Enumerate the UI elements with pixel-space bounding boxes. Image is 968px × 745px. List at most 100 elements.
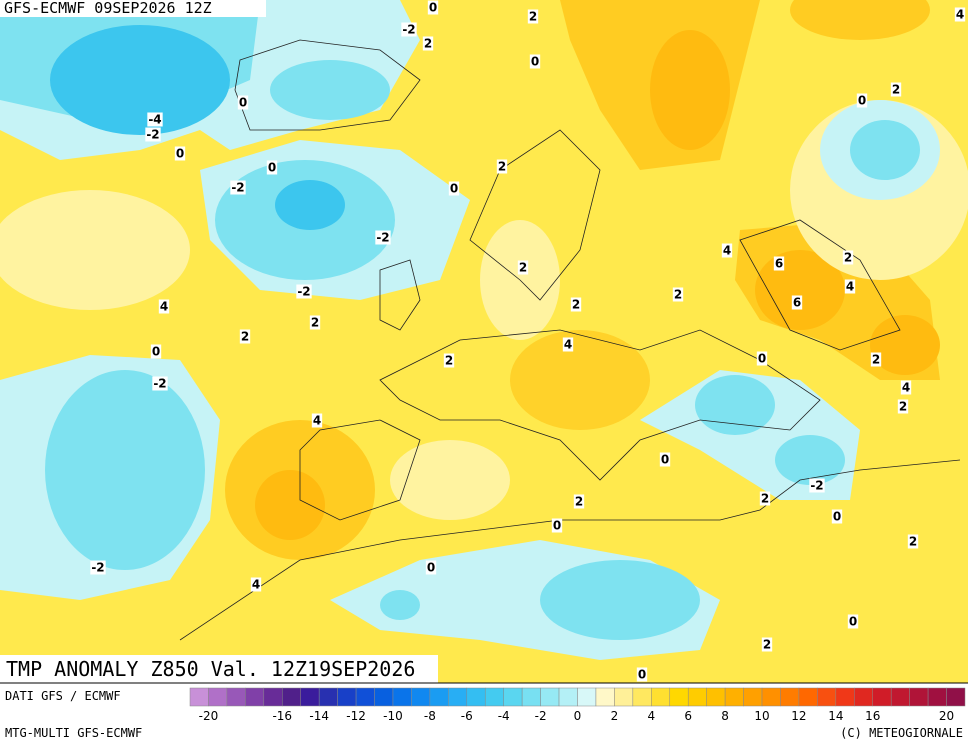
colorbar-label: 4 xyxy=(647,709,655,723)
colorbar-swatch xyxy=(263,687,283,707)
contour-label: 2 xyxy=(763,638,771,652)
contour-label: 0 xyxy=(833,510,841,524)
label-box xyxy=(527,9,539,24)
colorbar-swatch xyxy=(669,687,689,707)
colorbar-swatch xyxy=(282,687,301,707)
label-box xyxy=(529,54,541,69)
colorbar-swatch xyxy=(595,687,615,707)
label-box xyxy=(401,22,417,37)
colorbar-swatch xyxy=(706,687,726,707)
colorbar-swatch xyxy=(927,687,947,707)
colorbar-swatch xyxy=(909,687,929,707)
colorbar-swatch xyxy=(835,687,855,707)
contour-label: 0 xyxy=(268,161,276,175)
colorbar-swatch xyxy=(355,687,375,707)
label-box xyxy=(425,560,437,575)
contour-label: -4 xyxy=(148,113,161,127)
contour-label: 2 xyxy=(424,37,432,51)
contour-label: 0 xyxy=(429,1,437,15)
colorbar-label: -12 xyxy=(346,709,366,723)
header-title: GFS-ECMWF 09SEP2026 12Z xyxy=(4,0,212,17)
label-box xyxy=(375,230,391,245)
contour-label: 0 xyxy=(638,668,646,682)
label-box xyxy=(311,413,323,428)
colorbar-swatch xyxy=(374,687,394,707)
contour-label: 0 xyxy=(849,615,857,629)
contour-label: 2 xyxy=(844,251,852,265)
contour-label: 2 xyxy=(899,400,907,414)
colorbar-label: 16 xyxy=(865,709,880,723)
colorbar: -20 -16 -14 -12 -10 -8 -6 -4 -2 0 2 4 6 8 10 12 14 16 20 xyxy=(189,687,966,723)
colorbar-label: -6 xyxy=(461,709,473,723)
contour-label: 2 xyxy=(761,492,769,506)
colorbar-label: -4 xyxy=(498,709,510,723)
contour-label: 0 xyxy=(450,182,458,196)
contour-label: 2 xyxy=(575,495,583,509)
contour-label: 2 xyxy=(519,261,527,275)
contour-label: 0 xyxy=(758,352,766,366)
label-box xyxy=(309,315,321,330)
label-box xyxy=(90,560,106,575)
colorbar-swatch xyxy=(429,687,449,707)
colorbar-swatch xyxy=(300,687,320,707)
label-box xyxy=(237,95,249,110)
label-box xyxy=(890,82,902,97)
colorbar-swatch xyxy=(521,687,541,707)
footer-copyright: (C) METEOGIORNALE xyxy=(840,726,963,740)
colorbar-label: -2 xyxy=(535,709,547,723)
contour-label: 2 xyxy=(311,316,319,330)
contour-label: 4 xyxy=(846,280,854,294)
label-box xyxy=(517,260,529,275)
label-box xyxy=(551,518,563,533)
contour-label: 0 xyxy=(858,94,866,108)
colorbar-label: -20 xyxy=(199,709,219,723)
footer-source: DATI GFS / ECMWF xyxy=(5,689,121,703)
colorbar-label: 10 xyxy=(754,709,769,723)
contour-label: 2 xyxy=(892,83,900,97)
contour-label: 2 xyxy=(529,10,537,24)
colorbar-label: 12 xyxy=(791,709,806,723)
colorbar-swatch xyxy=(854,687,873,707)
contour-label: 2 xyxy=(445,354,453,368)
label-box xyxy=(296,284,312,299)
contour-label: 2 xyxy=(572,298,580,312)
colorbar-swatch xyxy=(798,687,818,707)
label-box xyxy=(496,159,508,174)
contour-label: -2 xyxy=(231,181,244,195)
label-box xyxy=(150,344,162,359)
label-box xyxy=(756,351,768,366)
label-box xyxy=(422,36,434,51)
colorbar-swatch xyxy=(484,687,504,707)
colorbar-swatch xyxy=(614,687,634,707)
label-box xyxy=(266,160,278,175)
contour-label: -2 xyxy=(402,23,415,37)
contour-label: 2 xyxy=(674,288,682,302)
colorbar-label: -10 xyxy=(383,709,403,723)
label-box xyxy=(659,452,671,467)
coastlines xyxy=(179,39,961,641)
label-box xyxy=(900,380,912,395)
label-box xyxy=(847,614,859,629)
label-box xyxy=(809,478,825,493)
footer-model: MTG-MULTI GFS-ECMWF xyxy=(5,726,142,740)
colorbar-swatch xyxy=(651,687,671,707)
contour-label: 0 xyxy=(531,55,539,69)
label-box xyxy=(570,297,582,312)
colorbar-swatch xyxy=(946,687,966,707)
contour-label: 2 xyxy=(872,353,880,367)
label-box xyxy=(573,494,585,509)
colorbar-swatch xyxy=(189,687,209,707)
label-box xyxy=(791,295,803,310)
contour-label: 4 xyxy=(564,338,572,352)
label-box xyxy=(448,181,460,196)
label-box xyxy=(250,577,262,592)
colorbar-swatch xyxy=(872,687,892,707)
contour-label: 0 xyxy=(176,147,184,161)
contour-label: 4 xyxy=(313,414,321,428)
map-title-box xyxy=(0,655,438,683)
contour-label: 4 xyxy=(160,300,168,314)
colorbar-swatch xyxy=(448,687,468,707)
label-box xyxy=(721,243,733,258)
colorbar-swatch xyxy=(466,687,486,707)
colorbar-swatch xyxy=(817,687,837,707)
